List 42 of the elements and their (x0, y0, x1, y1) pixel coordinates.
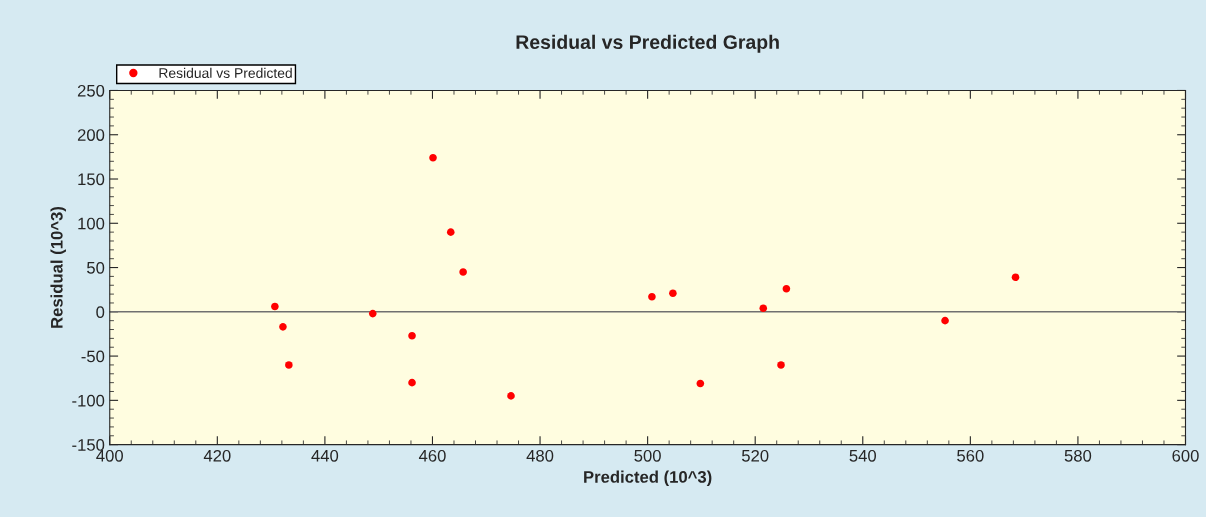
point (408, 331, 416, 340)
x-tick-label: 420 (203, 449, 231, 462)
point (648, 292, 656, 301)
y-tick-label: -50 (81, 350, 105, 363)
x-tick-label: 460 (418, 449, 446, 462)
x-tick-label: 400 (96, 449, 123, 462)
point (279, 323, 287, 331)
legend-label: Residual vs Predicted (159, 67, 292, 79)
y-tick-label: 0 (96, 306, 105, 319)
point (759, 304, 768, 313)
point (782, 284, 791, 293)
y-axis-title: Residual (10^3) (50, 207, 66, 328)
point (669, 289, 677, 298)
x-tick-label: 580 (1064, 449, 1092, 462)
point (459, 268, 467, 276)
x-tick-label: 440 (311, 449, 339, 462)
point (368, 309, 377, 318)
x-tick-label: 480 (526, 449, 554, 462)
y-tick-label: 150 (78, 173, 105, 186)
point (941, 316, 949, 325)
point (429, 153, 437, 162)
chart-title: Residual vs Predicted Graph (516, 34, 779, 53)
x-tick-label: 520 (741, 449, 769, 462)
y-tick-label: 50 (87, 261, 105, 274)
x-axis-title: Predicted (10^3) (584, 470, 712, 487)
point (271, 302, 279, 311)
point (696, 379, 705, 388)
point (1011, 273, 1020, 282)
y-tick-label: 100 (78, 217, 105, 230)
point (285, 361, 293, 369)
x-tick-label: 540 (849, 449, 877, 462)
x-tick-label: 560 (957, 449, 984, 462)
point (777, 361, 785, 369)
point (507, 392, 515, 400)
y-tick-label: -100 (72, 394, 105, 407)
y-tick-label: 250 (77, 84, 105, 97)
x-tick-label: 600 (1172, 449, 1199, 462)
y-tick-label: -150 (72, 439, 105, 451)
point (446, 228, 455, 236)
y-tick-label: 200 (77, 129, 105, 141)
point (408, 378, 416, 387)
x-tick-label: 500 (634, 449, 661, 462)
